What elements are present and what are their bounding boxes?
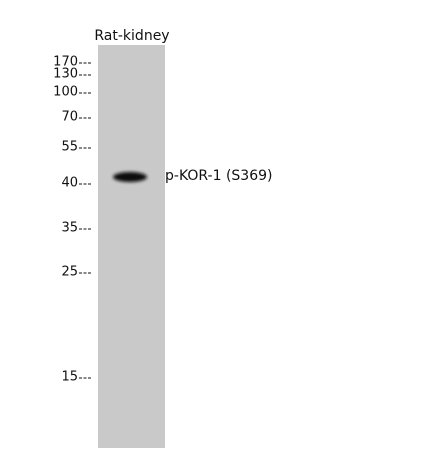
lane-label: Rat-kidney <box>94 28 169 44</box>
marker-label: 15 <box>61 370 78 385</box>
marker-label: 40 <box>61 176 78 191</box>
marker-label: 35 <box>61 221 78 236</box>
band-label: p-KOR-1 (S369) <box>165 168 272 184</box>
marker-label: 25 <box>61 265 78 280</box>
marker-label: 70 <box>61 110 78 125</box>
marker-label: 130 <box>53 67 78 82</box>
marker-label: 170 <box>53 55 78 70</box>
marker-label: 100 <box>53 85 78 100</box>
band <box>113 172 147 182</box>
lane <box>98 45 165 448</box>
marker-label: 55 <box>61 140 78 155</box>
